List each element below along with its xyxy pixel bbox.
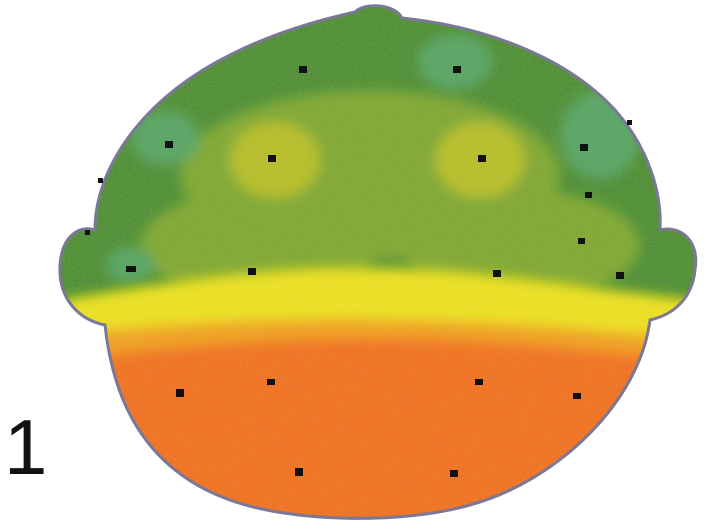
electrode [248, 268, 256, 275]
electrode [453, 66, 461, 73]
teal-region [105, 247, 155, 283]
electrode [578, 238, 585, 244]
panel-number: 1 [4, 403, 48, 491]
electrode [478, 155, 486, 162]
electrode [98, 178, 103, 183]
teal-region [130, 110, 200, 166]
electrode-group [85, 66, 632, 477]
electrode [295, 468, 303, 476]
electrode [268, 155, 276, 162]
teal-region [417, 34, 493, 90]
teal-region [560, 90, 640, 180]
electrode [85, 230, 90, 235]
electrode [475, 379, 483, 385]
electrode [299, 66, 307, 73]
electrode [580, 144, 588, 151]
electrode [627, 120, 632, 125]
electrode [573, 393, 581, 399]
electrode [616, 272, 624, 279]
electrode [585, 192, 592, 198]
electrode [267, 379, 275, 385]
electrode [450, 470, 458, 477]
head-outline [58, 4, 698, 520]
electrode [165, 141, 173, 148]
orange-red-region [60, 339, 696, 519]
electrode [493, 270, 501, 277]
electrode [126, 266, 136, 272]
electrode [176, 389, 184, 397]
